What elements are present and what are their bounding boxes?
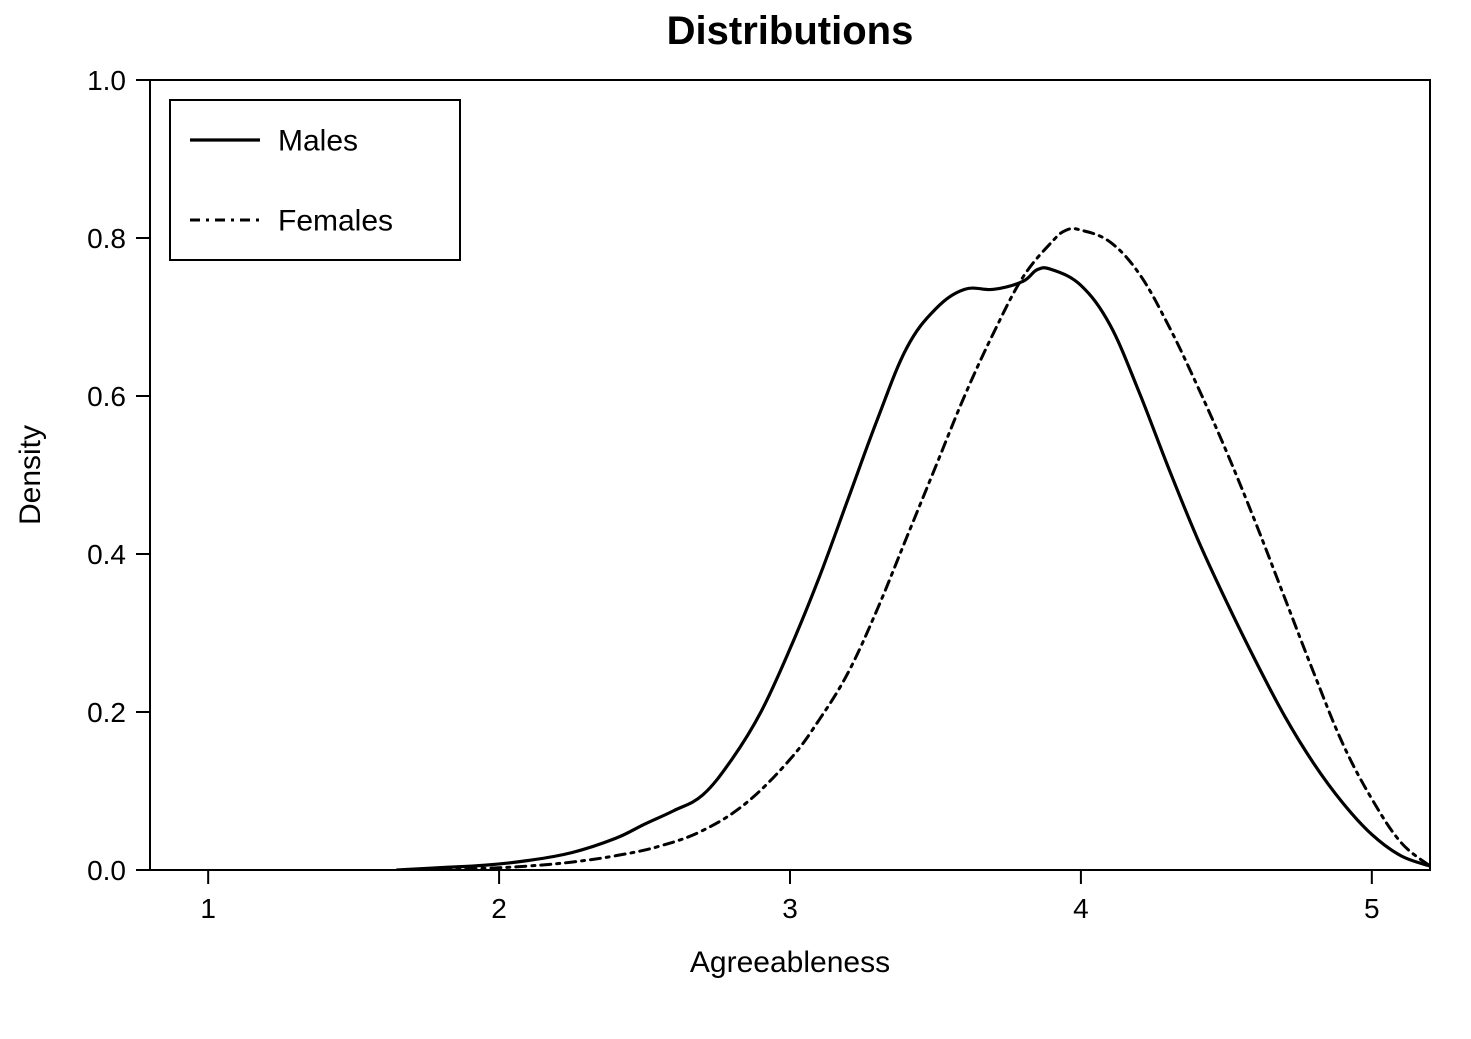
- legend: Males Females: [170, 100, 460, 260]
- y-axis-label: Density: [14, 425, 47, 525]
- x-tick-label: 1: [200, 893, 216, 924]
- density-chart: Distributions 1 2 3 4 5 0.0 0.2 0.4 0.6 0.8 1.0 Agre…: [0, 0, 1471, 1039]
- x-tick-label: 5: [1364, 893, 1380, 924]
- chart-svg: Distributions 1 2 3 4 5 0.0 0.2 0.4 0.6 0.8 1.0 Agre…: [0, 0, 1471, 1039]
- chart-title: Distributions: [667, 9, 914, 53]
- x-axis-label: Agreeableness: [690, 946, 890, 979]
- x-tick-label: 4: [1073, 893, 1089, 924]
- y-tick-label: 0.6: [87, 381, 126, 412]
- x-tick-label: 3: [782, 893, 798, 924]
- x-tick-label: 2: [491, 893, 507, 924]
- legend-label-females: Females: [278, 205, 393, 238]
- y-tick-label: 0.2: [87, 697, 126, 728]
- y-tick-label: 0.8: [87, 223, 126, 254]
- y-tick-label: 1.0: [87, 65, 126, 96]
- y-tick-label: 0.0: [87, 855, 126, 886]
- legend-label-males: Males: [278, 125, 358, 158]
- y-tick-label: 0.4: [87, 539, 126, 570]
